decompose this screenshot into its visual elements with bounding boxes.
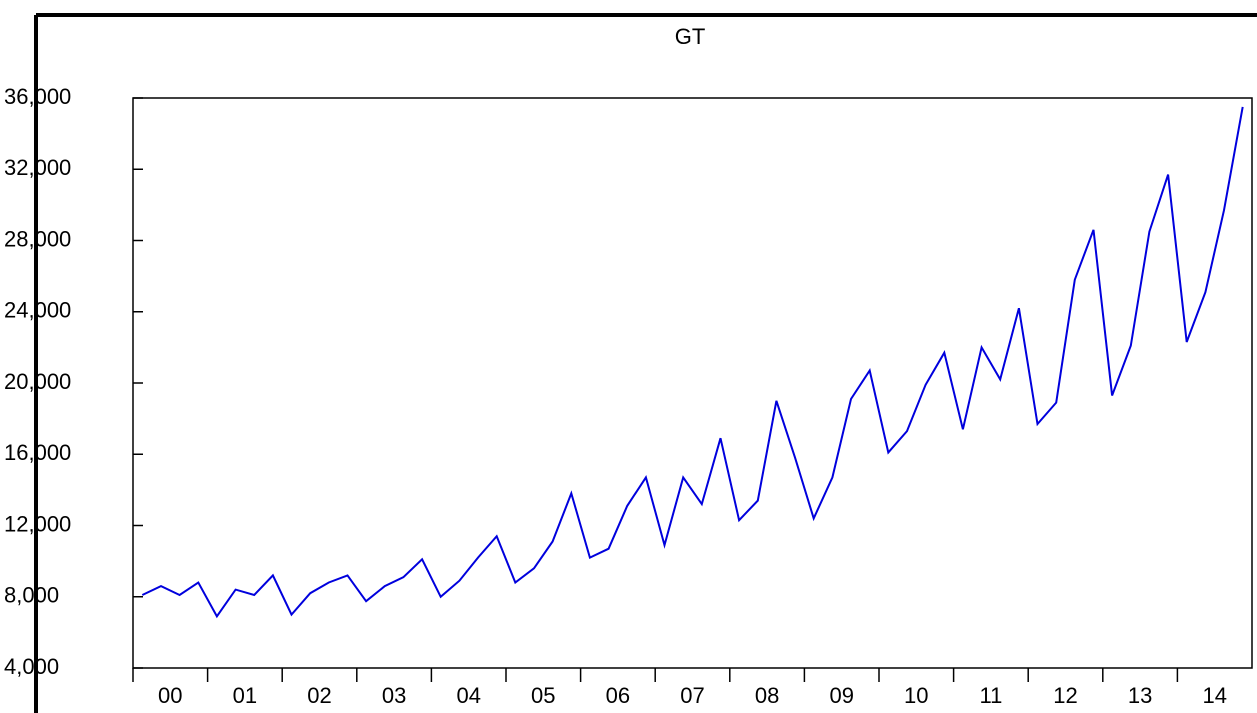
y-tick-label: 12,000: [4, 511, 71, 536]
x-tick-label: 03: [382, 683, 406, 708]
x-tick-label: 04: [456, 683, 480, 708]
y-tick-label: 8,000: [4, 583, 59, 608]
x-tick-label: 12: [1053, 683, 1077, 708]
y-tick-label: 16,000: [4, 440, 71, 465]
x-tick-label: 13: [1128, 683, 1152, 708]
y-tick-label: 32,000: [4, 155, 71, 180]
x-tick-label: 11: [979, 683, 1002, 708]
x-tick-label: 01: [233, 683, 257, 708]
x-tick-label: 05: [531, 683, 555, 708]
x-tick-label: 07: [680, 683, 704, 708]
y-tick-label: 36,000: [4, 84, 71, 109]
y-tick-label: 24,000: [4, 298, 71, 323]
plot-area: [132, 97, 1253, 669]
y-tick-label: 28,000: [4, 226, 71, 251]
x-tick-label: 09: [829, 683, 853, 708]
x-tick-label: 06: [606, 683, 630, 708]
chart-title: GT: [675, 24, 706, 49]
series-line: [141, 106, 1244, 619]
x-tick-label: 00: [158, 683, 182, 708]
x-tick-label: 02: [307, 683, 331, 708]
x-tick-label: 08: [755, 683, 779, 708]
y-tick-label: 20,000: [4, 369, 71, 394]
x-tick-label: 10: [904, 683, 928, 708]
x-tick-label: 14: [1202, 683, 1226, 708]
y-tick-label: 4,000: [4, 654, 59, 679]
